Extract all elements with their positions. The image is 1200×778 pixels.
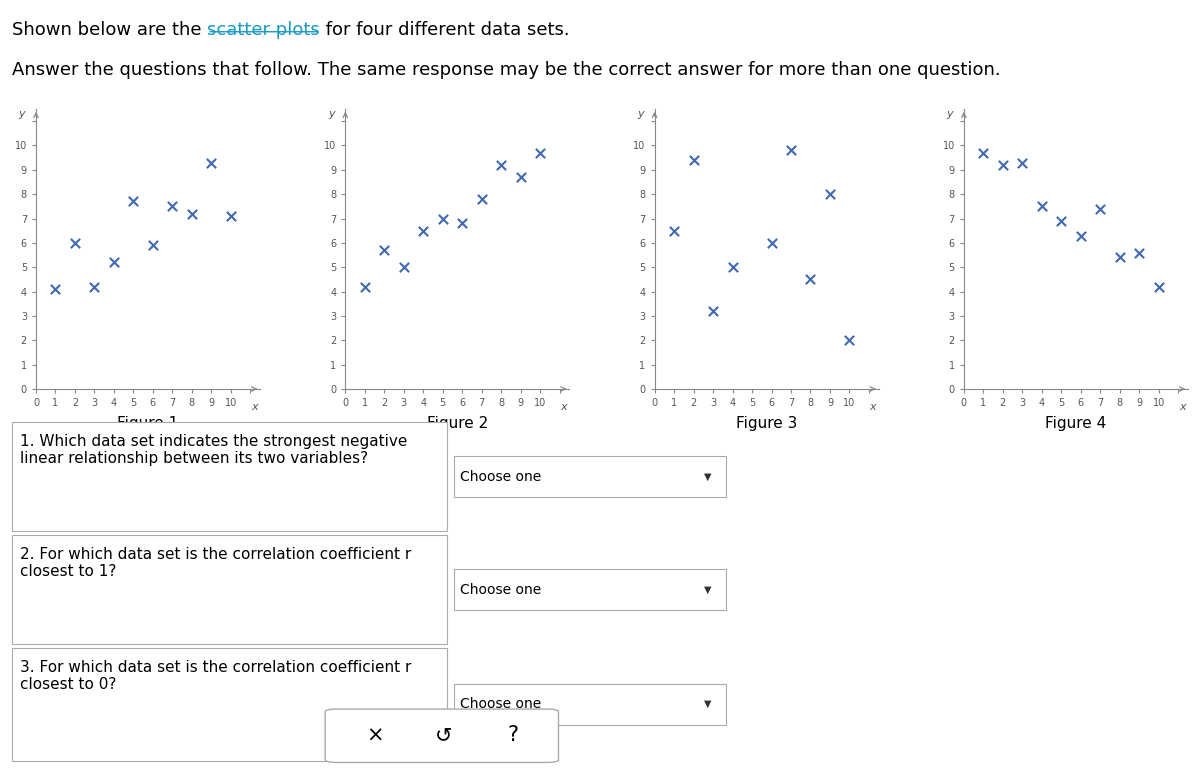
Point — [472, 193, 491, 205]
Text: Choose one: Choose one — [460, 697, 541, 711]
Text: y: y — [637, 109, 644, 119]
X-axis label: Figure 4: Figure 4 — [1045, 416, 1106, 431]
Text: Choose one: Choose one — [460, 583, 541, 597]
Text: x: x — [560, 402, 566, 412]
Point — [85, 281, 104, 293]
Point — [722, 261, 742, 273]
Point — [65, 237, 84, 249]
Point — [530, 146, 550, 159]
Point — [355, 281, 374, 293]
Point — [1051, 215, 1070, 227]
Point — [414, 225, 433, 237]
Point — [202, 156, 221, 169]
FancyBboxPatch shape — [455, 569, 726, 610]
FancyBboxPatch shape — [12, 534, 446, 644]
Point — [1091, 202, 1110, 215]
Point — [124, 195, 143, 208]
Point — [821, 188, 840, 201]
Text: ×: × — [366, 725, 384, 745]
Point — [374, 244, 394, 257]
Point — [182, 208, 202, 220]
Text: 1. Which data set indicates the strongest negative
linear relationship between i: 1. Which data set indicates the stronges… — [19, 434, 407, 466]
Text: ▼: ▼ — [703, 699, 712, 710]
Text: y: y — [947, 109, 953, 119]
Text: scatter plots: scatter plots — [208, 20, 320, 39]
Point — [1110, 251, 1129, 264]
Point — [1150, 281, 1169, 293]
X-axis label: Figure 3: Figure 3 — [736, 416, 797, 431]
Text: y: y — [19, 109, 25, 119]
Text: Answer the questions that follow. The same response may be the correct answer fo: Answer the questions that follow. The sa… — [12, 61, 1001, 79]
Point — [394, 261, 413, 273]
Point — [762, 237, 781, 249]
Point — [46, 283, 65, 296]
Point — [1013, 156, 1032, 169]
FancyBboxPatch shape — [12, 648, 446, 761]
Text: ▼: ▼ — [703, 584, 712, 594]
Text: x: x — [251, 402, 258, 412]
Text: x: x — [870, 402, 876, 412]
Text: y: y — [328, 109, 335, 119]
Point — [143, 239, 162, 251]
Point — [994, 159, 1013, 171]
Point — [452, 217, 472, 230]
Text: ▼: ▼ — [703, 471, 712, 482]
FancyBboxPatch shape — [455, 684, 726, 725]
FancyBboxPatch shape — [455, 456, 726, 497]
Point — [1129, 247, 1148, 259]
FancyBboxPatch shape — [325, 709, 558, 762]
Text: Shown below are the: Shown below are the — [12, 20, 208, 39]
X-axis label: Figure 1: Figure 1 — [118, 416, 179, 431]
Text: x: x — [1178, 402, 1186, 412]
Point — [840, 334, 859, 346]
Text: for four different data sets.: for four different data sets. — [320, 20, 570, 39]
Point — [163, 200, 182, 212]
Point — [1072, 230, 1091, 242]
Point — [684, 154, 703, 166]
Text: 3. For which data set is the correlation coefficient r
closest to 0?: 3. For which data set is the correlation… — [19, 660, 410, 692]
Text: ↺: ↺ — [436, 725, 452, 745]
Point — [433, 212, 452, 225]
Point — [104, 256, 124, 268]
Text: 2. For which data set is the correlation coefficient r
closest to 1?: 2. For which data set is the correlation… — [19, 547, 410, 579]
Point — [781, 144, 800, 156]
FancyBboxPatch shape — [12, 422, 446, 531]
Point — [665, 225, 684, 237]
Point — [973, 146, 992, 159]
Point — [703, 305, 722, 317]
Point — [1032, 200, 1051, 212]
X-axis label: Figure 2: Figure 2 — [427, 416, 488, 431]
Point — [511, 171, 530, 184]
Text: ?: ? — [508, 725, 518, 745]
Point — [800, 273, 820, 286]
Text: Choose one: Choose one — [460, 470, 541, 484]
Point — [492, 159, 511, 171]
Point — [221, 210, 240, 223]
